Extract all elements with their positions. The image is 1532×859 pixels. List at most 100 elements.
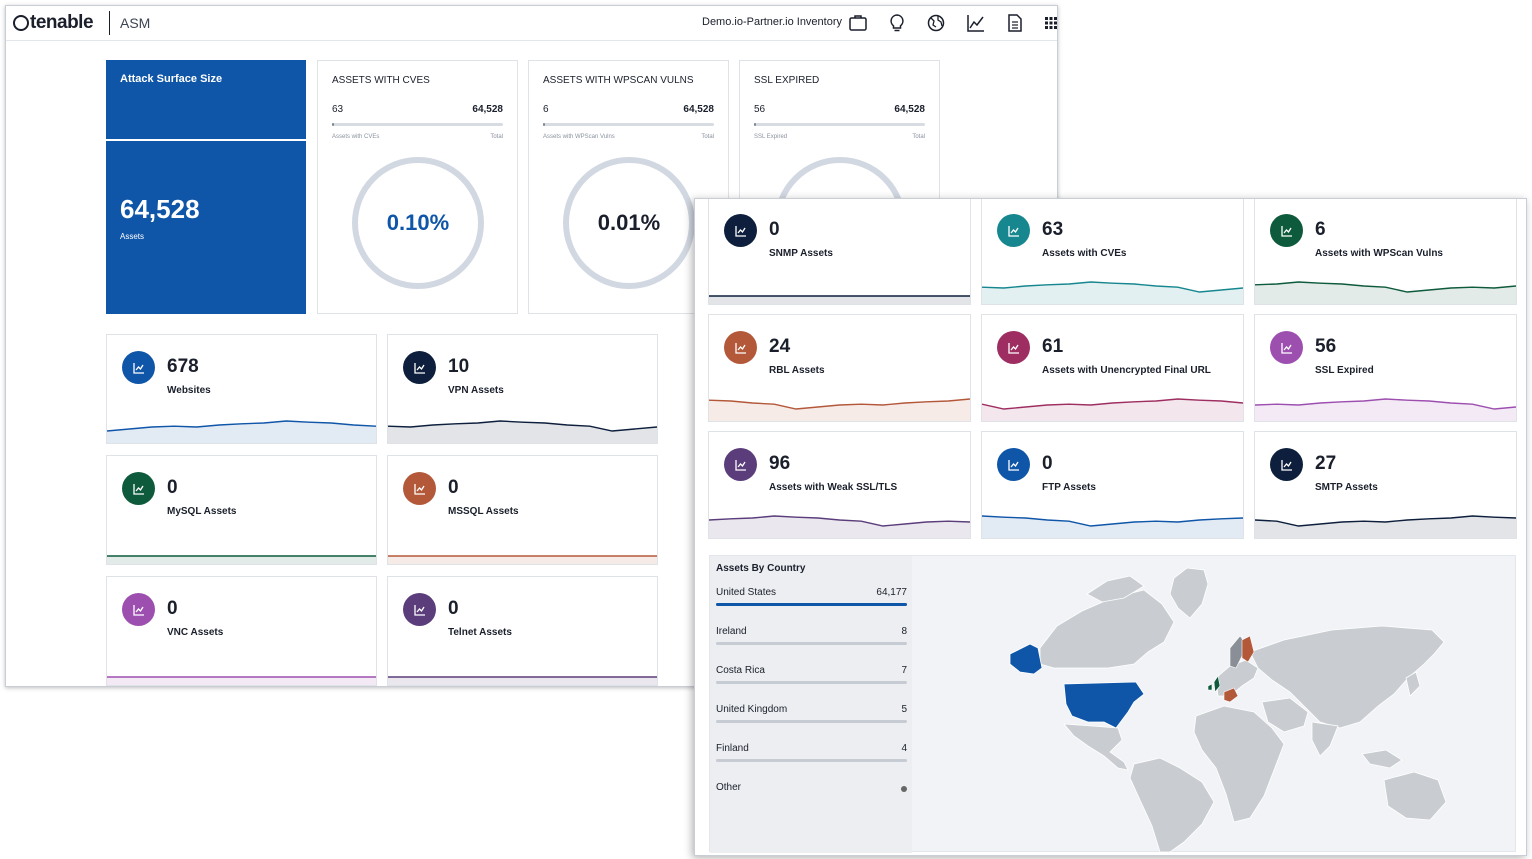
- metric-value: 0: [769, 219, 780, 240]
- metric-label: Assets with WPScan Vulns: [1315, 248, 1443, 259]
- world-map[interactable]: [912, 556, 1517, 853]
- metric-label: MySQL Assets: [167, 506, 237, 517]
- metric-value: 6: [1315, 219, 1326, 240]
- metric-label: SNMP Assets: [769, 248, 833, 259]
- country-row[interactable]: United Kingdom 5: [716, 704, 907, 734]
- sparkline-line: [982, 398, 1243, 410]
- map-arctic-islands: [1086, 575, 1145, 603]
- back-metric-card[interactable]: 10 VPN Assets: [387, 334, 658, 444]
- gauge-total: 64,528: [683, 104, 714, 115]
- trend-icon: [132, 604, 144, 616]
- metric-sparkline: [107, 676, 376, 685]
- gauge-percent: 0.01%: [597, 210, 661, 235]
- gauge-card-wpscan[interactable]: ASSETS WITH WPSCAN VULNS 6 64,528 Assets…: [528, 60, 729, 314]
- grid-icon[interactable]: [1041, 13, 1058, 33]
- briefcase-icon[interactable]: [848, 13, 868, 33]
- back-metric-card[interactable]: 0 MySQL Assets: [106, 455, 377, 565]
- metric-label: Websites: [167, 385, 211, 396]
- trend-icon: [413, 483, 425, 495]
- back-metric-card[interactable]: 0 Telnet Assets: [387, 576, 658, 686]
- front-metric-card[interactable]: 0 FTP Assets: [981, 431, 1244, 539]
- trend-icon: [1280, 459, 1292, 471]
- trend-icon: [734, 459, 746, 471]
- country-row[interactable]: Costa Rica 7: [716, 665, 907, 695]
- top-bar: tenable ASM Demo.io-Partner.io Inventory: [6, 6, 1057, 41]
- back-metric-card[interactable]: 678 Websites: [106, 334, 377, 444]
- front-metric-card[interactable]: 27 SMTP Assets: [1254, 431, 1517, 539]
- lightbulb-icon[interactable]: [887, 13, 907, 33]
- metric-icon-badge: [122, 351, 155, 384]
- sparkline-line: [1255, 398, 1516, 410]
- gauge-progress-fill: [543, 123, 545, 126]
- sparkline-area: [107, 677, 376, 685]
- front-metric-card[interactable]: 63 Assets with CVEs: [981, 199, 1244, 305]
- inventory-selector[interactable]: Demo.io-Partner.io Inventory: [702, 16, 843, 28]
- sparkline-area: [107, 556, 376, 564]
- gauge-progress-bar: [332, 123, 503, 126]
- metric-label: SMTP Assets: [1315, 482, 1378, 493]
- metric-value: 0: [1042, 453, 1053, 474]
- attack-surface-value: 64,528: [120, 194, 200, 224]
- map-finland: [1241, 635, 1255, 663]
- gauge-count-label: SSL Expired: [754, 134, 788, 140]
- country-name: Finland: [716, 743, 749, 754]
- assets-by-country-panel: Assets By Country United States 64,177 Ire…: [709, 555, 1517, 853]
- country-row[interactable]: Other: [716, 782, 907, 812]
- gauge-title: ASSETS WITH WPSCAN VULNS: [543, 75, 694, 86]
- gauge-total-label: Total: [912, 134, 925, 140]
- metric-label: Assets with Unencrypted Final URL: [1042, 365, 1211, 376]
- country-row[interactable]: Finland 4: [716, 743, 907, 773]
- chart-icon[interactable]: [966, 13, 986, 33]
- metric-icon-badge: [997, 448, 1030, 481]
- front-metric-card[interactable]: 56 SSL Expired: [1254, 314, 1517, 422]
- document-icon[interactable]: [1005, 13, 1025, 33]
- country-bar: [716, 681, 907, 684]
- metric-label: Assets with CVEs: [1042, 248, 1127, 259]
- country-list: Assets By Country United States 64,177 Ire…: [710, 556, 912, 853]
- metric-value: 96: [769, 453, 791, 474]
- metric-label: MSSQL Assets: [448, 506, 519, 517]
- map-united-kingdom: [1213, 675, 1221, 693]
- metric-sparkline: [982, 281, 1243, 304]
- gauge-ring: [352, 157, 484, 289]
- country-name: United States: [716, 587, 777, 598]
- gauge-progress-fill: [754, 123, 756, 126]
- map-alaska: [1009, 643, 1043, 675]
- country-name: United Kingdom: [716, 704, 788, 715]
- country-value: 8: [901, 626, 907, 637]
- metric-value: 61: [1042, 336, 1064, 357]
- country-name: Other: [716, 782, 742, 793]
- gauge-ring: [563, 157, 695, 289]
- tenable-logo[interactable]: tenable: [13, 12, 94, 34]
- sparkline-area: [709, 516, 970, 538]
- front-metric-card[interactable]: 61 Assets with Unencrypted Final URL: [981, 314, 1244, 422]
- back-metric-card[interactable]: 0 MSSQL Assets: [387, 455, 658, 565]
- country-bar: [716, 720, 907, 723]
- country-row[interactable]: United States 64,177: [716, 587, 907, 617]
- map-canada: [1039, 589, 1175, 669]
- gauge-card-cves[interactable]: ASSETS WITH CVES 63 64,528 Assets with C…: [317, 60, 518, 314]
- metric-value: 0: [167, 477, 178, 498]
- gauge-total-label: Total: [701, 134, 714, 140]
- gauge-count: 63: [332, 104, 344, 115]
- back-metric-card[interactable]: 0 VNC Assets: [106, 576, 377, 686]
- gauge-title: SSL EXPIRED: [754, 75, 820, 86]
- globe-icon[interactable]: [926, 13, 946, 33]
- front-metric-card[interactable]: 24 RBL Assets: [708, 314, 971, 422]
- sparkline-area: [982, 282, 1243, 304]
- country-row[interactable]: Ireland 8: [716, 626, 907, 656]
- front-metric-card[interactable]: 96 Assets with Weak SSL/TLS: [708, 431, 971, 539]
- sparkline-line: [107, 420, 376, 432]
- attack-surface-card[interactable]: Attack Surface Size 64,528 Assets: [106, 60, 306, 314]
- sparkline-area: [388, 677, 657, 685]
- map-australia: [1383, 771, 1447, 821]
- front-metric-card[interactable]: 0 SNMP Assets: [708, 199, 971, 305]
- metric-sparkline: [1255, 281, 1516, 304]
- front-metric-card[interactable]: 6 Assets with WPScan Vulns: [1254, 199, 1517, 305]
- metric-label: FTP Assets: [1042, 482, 1096, 493]
- trend-icon: [1007, 225, 1019, 237]
- metric-sparkline: [709, 398, 970, 421]
- gauge-total: 64,528: [472, 104, 503, 115]
- country-bar: [716, 642, 907, 645]
- map-africa: [1193, 705, 1285, 823]
